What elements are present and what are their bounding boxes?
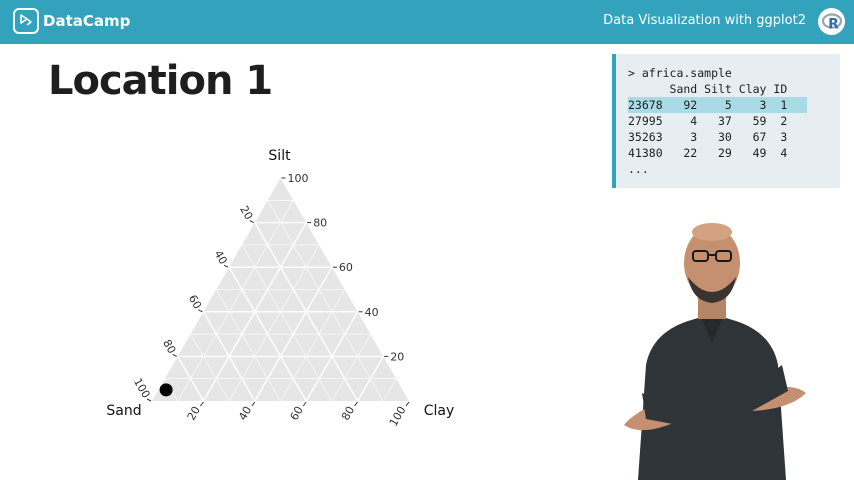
- clay-tick-mark: [405, 401, 410, 407]
- axis-label-sand: Sand: [106, 403, 141, 419]
- course-title: Data Visualization with ggplot2: [603, 13, 806, 28]
- clay-tick-mark: [200, 401, 204, 407]
- grid-line: [331, 333, 371, 402]
- silt-tick-label: 20: [390, 350, 404, 363]
- console-line: 27995 4 37 59 2: [628, 114, 788, 128]
- clay-tick-mark: [302, 401, 307, 407]
- grid-line: [383, 378, 397, 402]
- clay-tick-label: 100: [387, 404, 409, 429]
- axis-label-clay: Clay: [424, 403, 455, 419]
- axis-label-silt: Silt: [268, 148, 291, 164]
- datacamp-logo[interactable]: DataCamp: [13, 8, 130, 34]
- console-text: > africa.sample Sand Silt Clay ID 23678 …: [628, 65, 840, 177]
- sand-tick-mark: [223, 264, 229, 268]
- sand-tick-label: 100: [131, 376, 153, 401]
- sand-tick-label: 40: [212, 248, 230, 267]
- clay-tick-label: 60: [288, 404, 306, 423]
- sand-tick-mark: [249, 220, 255, 224]
- silt-tick-label: 80: [313, 217, 327, 230]
- clay-tick-mark: [251, 401, 256, 407]
- silt-tick-label: 40: [365, 306, 379, 319]
- data-point: [159, 383, 173, 397]
- grid-line: [305, 311, 359, 402]
- r-logo-letter: R: [828, 16, 839, 32]
- sand-tick-label: 80: [160, 337, 178, 356]
- console-line: Sand Silt Clay ID: [628, 82, 788, 96]
- sand-tick-mark: [198, 309, 203, 313]
- ternary-plot: 20 20 20 40 40 40 60 60 60 80 80 80 100 100 100 Silt San…: [106, 148, 455, 429]
- grid-line: [228, 244, 320, 402]
- grid-line: [177, 356, 205, 402]
- datacamp-logo-icon: [13, 8, 39, 34]
- console-line: 23678 92 5 3 1: [628, 97, 807, 113]
- grid-line: [190, 333, 230, 402]
- grid-line: [267, 200, 384, 402]
- r-logo-icon: R: [818, 8, 845, 35]
- console-line: 41380 22 29 49 4: [628, 146, 788, 160]
- grid-line: [215, 289, 281, 402]
- presenter-video: [624, 223, 806, 480]
- silt-tick-label: 60: [339, 261, 353, 274]
- silt-tick-label: 100: [288, 172, 309, 185]
- console-line: 35263 3 30 67 3: [628, 130, 788, 144]
- clay-tick-label: 80: [339, 404, 357, 423]
- sand-tick-mark: [172, 353, 177, 357]
- console-line: > africa.sample: [628, 66, 732, 80]
- grid-line: [177, 200, 294, 402]
- clay-tick-mark: [354, 401, 359, 407]
- console-line: ...: [628, 162, 649, 176]
- brand-name: DataCamp: [43, 12, 131, 30]
- grid-line: [241, 244, 333, 402]
- sand-tick-mark: [146, 398, 152, 402]
- top-bar: DataCamp Data Visualization with ggplot2…: [0, 0, 854, 44]
- slide-title: Location 1: [48, 58, 273, 104]
- sand-tick-label: 20: [237, 203, 255, 222]
- clay-tick-label: 40: [236, 404, 254, 423]
- grid-line: [202, 311, 256, 402]
- grid-line: [280, 289, 346, 402]
- clay-tick-label: 20: [185, 404, 203, 423]
- grid-line: [356, 356, 384, 402]
- sand-tick-label: 60: [186, 293, 204, 312]
- console-output: > africa.sample Sand Silt Clay ID 23678 …: [612, 54, 840, 188]
